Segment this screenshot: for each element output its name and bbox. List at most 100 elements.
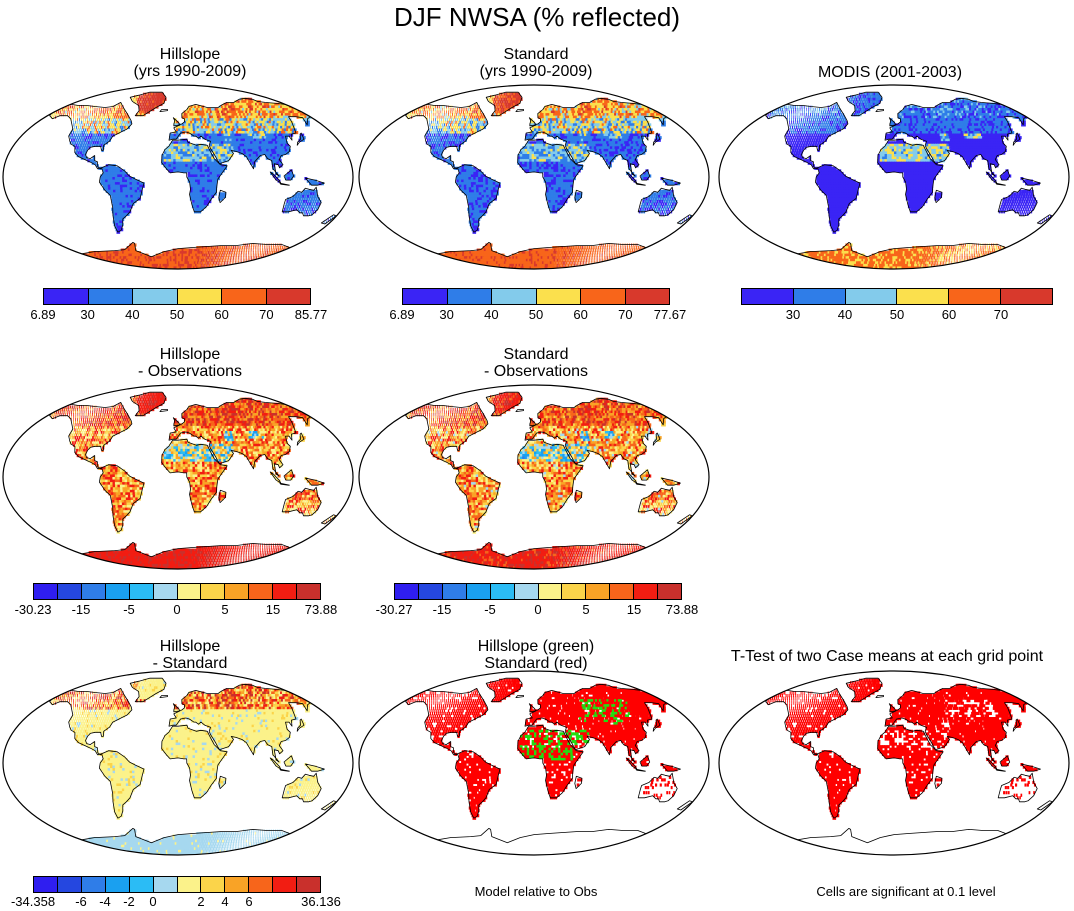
colorbar-swatch (177, 584, 202, 599)
colorbar-swatch (536, 289, 581, 304)
colorbar-swatch (562, 584, 587, 599)
colorbar-hillslope-labels: 6.89 30 40 50 60 70 85.77 (30, 307, 327, 323)
colorbar-swatch (177, 289, 222, 304)
colorbar-swatch (81, 877, 106, 892)
colorbar-swatch (538, 584, 563, 599)
colorbar-tick-label: 73.88 (305, 602, 338, 617)
colorbar-swatch (490, 584, 515, 599)
colorbar-swatch (418, 584, 443, 599)
colorbar-tick-label: 40 (484, 307, 498, 322)
colorbar-swatch (742, 289, 794, 304)
colorbar-swatch (297, 877, 321, 892)
colorbar-swatch (395, 584, 419, 599)
colorbar-tick-label: -5 (484, 602, 496, 617)
colorbar-swatch (201, 584, 226, 599)
colorbar-swatch (266, 289, 310, 304)
colorbar-tick-label: 40 (838, 307, 852, 322)
colorbar-standard-obs (394, 583, 682, 600)
map-border (358, 384, 710, 570)
colorbar-tick-label: 0 (149, 894, 156, 909)
panel-title-hillslope: Hillslope (yrs 1990-2009) (10, 46, 370, 80)
map-modis (718, 84, 1070, 270)
colorbar-swatch (442, 584, 467, 599)
colorbar-swatch (514, 584, 539, 599)
map-hillslope-standard (2, 670, 354, 856)
note-comparison: Model relative to Obs (356, 884, 716, 899)
colorbar-swatch (273, 877, 298, 892)
colorbar-tick-label: 50 (890, 307, 904, 322)
map-ttest (718, 670, 1070, 856)
map-standard (358, 84, 710, 270)
colorbar-tick-label: 5 (221, 602, 228, 617)
panel-title-standard: Standard (yrs 1990-2009) (356, 46, 716, 80)
colorbar-swatch (153, 584, 178, 599)
colorbar-hillslope-obs-labels: -30.23 -15 -5 0 5 15 73.88 (15, 602, 338, 618)
colorbar-tick-label: 30 (80, 307, 94, 322)
colorbar-swatch (249, 877, 274, 892)
colorbar-swatch (1001, 289, 1052, 304)
colorbar-tick-label: 73.88 (666, 602, 699, 617)
colorbar-tick-label: 70 (994, 307, 1008, 322)
colorbar-tick-label: -6 (75, 894, 87, 909)
colorbar-standard-labels: 6.89 30 40 50 60 70 77.67 (389, 307, 686, 323)
colorbar-hillslope-standard (33, 876, 321, 893)
map-hillslope-obs (2, 384, 354, 570)
colorbar-swatch (225, 877, 250, 892)
colorbar-swatch (586, 584, 611, 599)
colorbar-swatch (153, 877, 178, 892)
colorbar-swatch (129, 584, 154, 599)
colorbar-tick-label: -15 (433, 602, 452, 617)
colorbar-tick-label: 4 (221, 894, 228, 909)
colorbar-tick-label: 6.89 (389, 307, 414, 322)
colorbar-swatch (581, 289, 626, 304)
colorbar-tick-label: -5 (123, 602, 135, 617)
colorbar-swatch (297, 584, 321, 599)
colorbar-tick-label: 0 (173, 602, 180, 617)
map-coastlines (49, 91, 337, 269)
colorbar-tick-label: 70 (259, 307, 273, 322)
colorbar-swatch (949, 289, 1002, 304)
colorbar-tick-label: -30.23 (15, 602, 52, 617)
colorbar-tick-label: -34.358 (11, 894, 55, 909)
colorbar-tick-label: 30 (439, 307, 453, 322)
colorbar-tick-label: 2 (197, 894, 204, 909)
colorbar-swatch (466, 584, 491, 599)
colorbar-tick-label: -4 (99, 894, 111, 909)
colorbar-swatch (610, 584, 635, 599)
colorbar-modis (741, 288, 1053, 305)
map-border (2, 670, 354, 856)
panel-title-standard-obs: Standard - Observations (356, 346, 716, 380)
figure-title: DJF NWSA (% reflected) (0, 2, 1074, 33)
colorbar-tick-label: 15 (627, 602, 641, 617)
map-coastlines (49, 391, 337, 569)
panel-title-comparison: Hillslope (green) Standard (red) (356, 638, 716, 672)
colorbar-tick-label: 77.67 (654, 307, 687, 322)
map-coastlines (405, 91, 693, 269)
map-comparison (358, 670, 710, 856)
colorbar-tick-label: -30.27 (376, 602, 413, 617)
panel-title-modis: MODIS (2001-2003) (710, 64, 1070, 81)
colorbar-swatch (625, 289, 669, 304)
colorbar-swatch (177, 877, 202, 892)
map-coastlines (49, 677, 337, 855)
map-border (2, 84, 354, 270)
map-grid-cells (51, 92, 336, 269)
colorbar-standard (402, 288, 670, 305)
colorbar-swatch (222, 289, 267, 304)
colorbar-swatch (129, 877, 154, 892)
map-coastlines (405, 391, 693, 569)
colorbar-tick-label: 5 (582, 602, 589, 617)
panel-title-hillslope-obs: Hillslope - Observations (10, 346, 370, 380)
map-border (358, 84, 710, 270)
map-standard-obs (358, 384, 710, 570)
colorbar-swatch (658, 584, 682, 599)
colorbar-tick-label: 40 (125, 307, 139, 322)
colorbar-swatch (88, 289, 133, 304)
colorbar-tick-label: 60 (573, 307, 587, 322)
colorbar-swatch (492, 289, 537, 304)
colorbar-hillslope-obs (33, 583, 321, 600)
map-border (718, 670, 1070, 856)
colorbar-tick-label: 60 (214, 307, 228, 322)
colorbar-swatch (273, 584, 298, 599)
map-border (718, 84, 1070, 270)
